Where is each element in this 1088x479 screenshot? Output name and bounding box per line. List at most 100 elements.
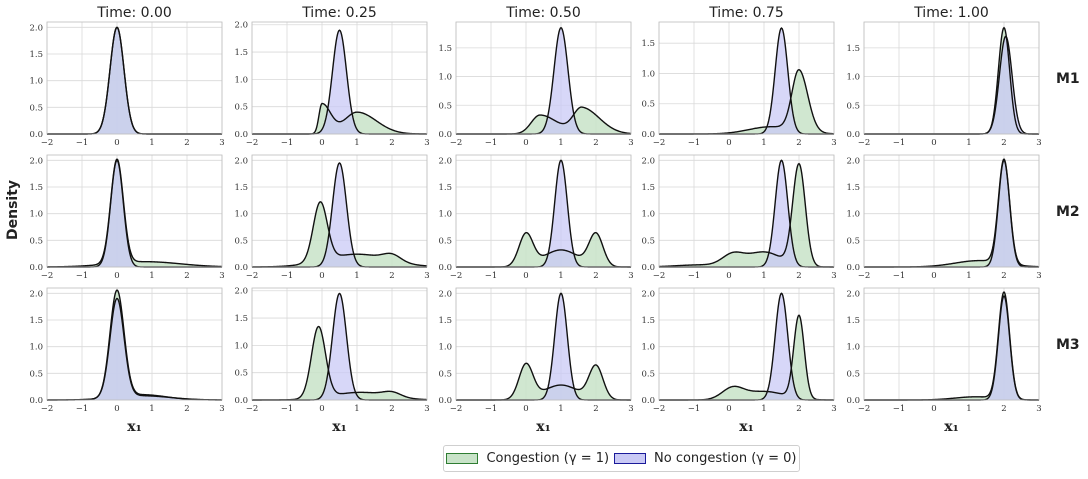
x-tick-label-r3c2: 2 [389, 404, 394, 414]
x-tick-label-r1c4: 0 [726, 138, 731, 148]
x-tick-label-r3c5: 2 [1001, 404, 1006, 414]
y-tick-label-r2c2: 1.5 [234, 183, 248, 193]
y-tick-label-r3c5: 0.5 [846, 369, 860, 379]
y-tick-label-r2c4: 0.0 [641, 263, 655, 273]
x-tick-label-r2c4: 3 [831, 271, 836, 281]
y-tick-label-r2c3: 1.0 [438, 210, 452, 220]
congestion-area-r3c4 [659, 315, 834, 400]
y-tick-label-r1c1: 0.5 [29, 103, 43, 113]
x-tick-label-r3c4: 1 [761, 404, 766, 414]
y-tick-label-r3c2: 2.0 [234, 287, 248, 297]
y-tick-label-r2c3: 1.5 [438, 183, 452, 193]
congestion-area-r2c1 [47, 159, 222, 267]
x-tick-label-r2c1: −1 [76, 271, 89, 281]
x-tick-label-r1c3: 0 [523, 138, 528, 148]
panel-frame-r1c1 [46, 21, 223, 135]
y-tick-label-r1c1: 1.5 [29, 50, 43, 60]
y-tick-label-r1c1: 1.0 [29, 77, 43, 87]
x-tick-label-r2c3: 1 [558, 271, 563, 281]
y-tick-label-r2c1: 1.0 [29, 210, 43, 220]
y-tick-label-r1c3: 0.5 [438, 101, 452, 111]
y-tick-label-r2c2: 0.5 [234, 236, 248, 246]
x-tick-label-r1c3: 3 [628, 138, 633, 148]
y-tick-label-r3c1: 2.0 [29, 289, 43, 299]
x-tick-label-r1c3: −2 [450, 138, 463, 148]
x-axis-label-5: x₁ [944, 419, 958, 435]
y-tick-label-r2c4: 2.0 [641, 156, 655, 166]
y-axis-label: Density [5, 180, 21, 240]
y-tick-label-r1c5: 0.0 [846, 130, 860, 140]
x-tick-label-r3c3: −2 [450, 404, 463, 414]
y-tick-label-r2c3: 0.5 [438, 236, 452, 246]
x-tick-label-r1c1: 3 [219, 138, 224, 148]
x-tick-label-r1c3: 1 [558, 138, 563, 148]
x-tick-label-r2c3: 0 [523, 271, 528, 281]
x-tick-label-r1c5: 0 [931, 138, 936, 148]
x-tick-label-r2c2: 3 [424, 271, 429, 281]
x-tick-label-r1c2: 2 [389, 138, 394, 148]
x-tick-label-r2c4: −1 [688, 271, 701, 281]
y-tick-label-r3c5: 2.0 [846, 289, 860, 299]
panel-frame-r2c2 [251, 154, 428, 268]
x-tick-label-r2c1: 2 [184, 271, 189, 281]
congestion-area-r2c3 [456, 232, 631, 267]
x-tick-label-r3c3: 3 [628, 404, 633, 414]
congestion-line-r2c1 [47, 158, 223, 268]
x-tick-label-r3c2: −2 [246, 404, 259, 414]
y-tick-label-r2c1: 1.5 [29, 183, 43, 193]
x-tick-label-r1c5: 3 [1036, 138, 1041, 148]
y-tick-label-r3c5: 0.0 [846, 396, 860, 406]
x-tick-label-r1c2: 0 [319, 138, 324, 148]
x-tick-label-r2c1: 1 [149, 271, 154, 281]
x-tick-label-r2c4: −2 [653, 271, 666, 281]
y-tick-label-r1c4: 0.5 [641, 100, 655, 110]
x-tick-label-r1c5: −2 [858, 138, 871, 148]
y-tick-label-r3c3: 1.5 [438, 316, 452, 326]
no-congestion-area-r2c4 [659, 160, 834, 267]
row-label-m2: M2 [1056, 204, 1080, 220]
legend-swatch-congestion [446, 453, 479, 464]
y-tick-label-r1c1: 0.0 [29, 130, 43, 140]
x-tick-label-r1c2: −2 [246, 138, 259, 148]
x-tick-label-r2c5: 0 [931, 271, 936, 281]
x-tick-label-r3c4: 3 [831, 404, 836, 414]
x-tick-label-r3c5: 1 [966, 404, 971, 414]
figure: −2 −1 0 1 2 3 0.0 0.5 1.0 1.5 2.0 −2 −1 0 1 2 3 0.0 0.5 1.0… [5, 5, 1080, 435]
no-congestion-area-r1c4 [659, 28, 834, 134]
congestion-area-r1c4 [659, 69, 834, 134]
x-tick-label-r3c3: 2 [593, 404, 598, 414]
y-tick-label-r2c3: 2.0 [438, 156, 452, 166]
x-tick-label-r3c5: −2 [858, 404, 871, 414]
y-tick-label-r2c2: 0.0 [234, 263, 248, 273]
y-tick-label-r1c5: 0.5 [846, 101, 860, 111]
x-tick-label-r2c1: 0 [114, 271, 119, 281]
x-tick-label-r1c1: 1 [149, 138, 154, 148]
no-congestion-area-r3c1 [47, 298, 222, 400]
y-tick-label-r3c3: 0.0 [438, 396, 452, 406]
x-tick-label-r2c5: −2 [858, 271, 871, 281]
x-tick-label-r3c5: 3 [1036, 404, 1041, 414]
y-tick-label-r2c1: 2.0 [29, 156, 43, 166]
x-tick-label-r3c2: 0 [319, 404, 324, 414]
congestion-area-r1c3 [456, 107, 631, 134]
x-tick-label-r1c4: 2 [796, 138, 801, 148]
x-axis-label-1: x₁ [127, 419, 141, 435]
no-congestion-area-r3c5 [864, 296, 1039, 400]
no-congestion-area-r1c2 [252, 30, 427, 135]
x-tick-label-r1c1: 0 [114, 138, 119, 148]
x-tick-label-r1c3: −1 [485, 138, 498, 148]
x-tick-label-r1c4: −2 [653, 138, 666, 148]
x-tick-label-r2c3: −1 [485, 271, 498, 281]
x-tick-label-r2c4: 1 [761, 271, 766, 281]
panel-frame-r3c4 [658, 287, 835, 401]
column-title-1: Time: 0.00 [96, 5, 172, 21]
row-label-m1: M1 [1056, 71, 1080, 87]
panel-frame-r3c5 [863, 287, 1040, 401]
column-title-4: Time: 0.75 [708, 5, 784, 21]
y-tick-label-r1c5: 1.0 [846, 73, 860, 83]
panel-frame-r3c1 [46, 287, 223, 401]
y-tick-label-r3c2: 0.0 [234, 396, 248, 406]
y-tick-label-r2c5: 0.5 [846, 236, 860, 246]
x-axis-label-2: x₁ [332, 419, 346, 435]
congestion-line-r2c4 [658, 162, 834, 268]
